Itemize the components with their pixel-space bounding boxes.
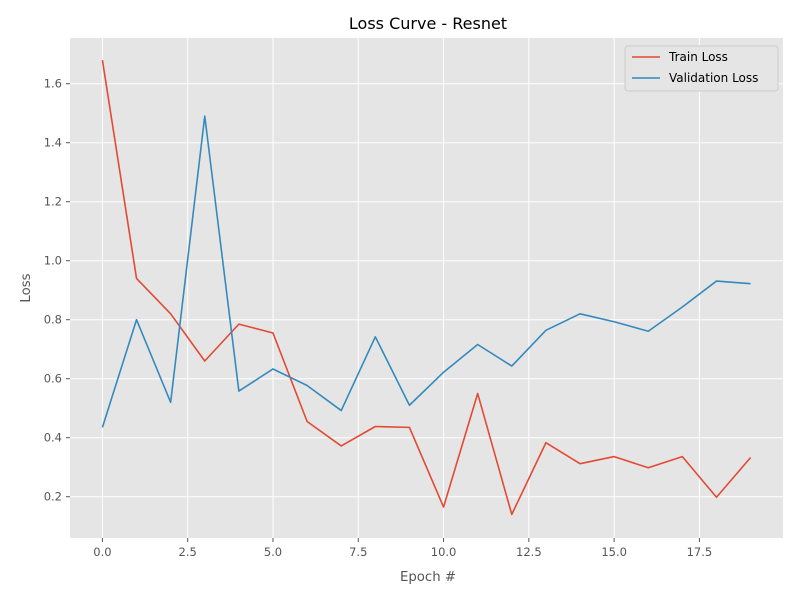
chart-title: Loss Curve - Resnet bbox=[349, 14, 507, 33]
y-axis-label: Loss bbox=[19, 273, 34, 302]
x-tick-label: 15.0 bbox=[601, 545, 627, 559]
series-lines bbox=[101, 59, 752, 516]
x-tick-label: 7.5 bbox=[349, 545, 367, 559]
y-tick-label: 1.4 bbox=[44, 136, 62, 150]
y-tick-label: 1.2 bbox=[44, 195, 62, 209]
legend: Train Loss Validation Loss bbox=[624, 45, 779, 92]
y-tick-label: 0.6 bbox=[44, 372, 62, 386]
series-line-validation-loss bbox=[101, 115, 751, 428]
y-tick-label: 0.4 bbox=[44, 431, 62, 445]
grid-lines bbox=[70, 38, 783, 538]
x-tick-label: 17.5 bbox=[687, 545, 713, 559]
y-tick-label: 1.0 bbox=[44, 254, 62, 268]
x-tick-label: 5.0 bbox=[264, 545, 282, 559]
y-tick-label: 0.8 bbox=[44, 313, 62, 327]
legend-label-train-loss: Train Loss bbox=[668, 50, 728, 64]
x-axis-label: Epoch # bbox=[400, 570, 456, 585]
plot-area bbox=[70, 38, 783, 538]
x-tick-label: 12.5 bbox=[516, 545, 542, 559]
x-tick-label: 0.0 bbox=[93, 545, 111, 559]
legend-box bbox=[624, 45, 779, 92]
axis-ticks: 0.0 2.5 5.0 7.5 10.0 12.5 15.0 17.5 0.2 0.4 0.6 0.8… bbox=[44, 77, 713, 559]
series-line-train-loss bbox=[101, 59, 752, 516]
x-tick-label: 2.5 bbox=[179, 545, 197, 559]
y-tick-label: 1.6 bbox=[44, 77, 62, 91]
y-tick-label: 0.2 bbox=[44, 490, 62, 504]
legend-label-validation-loss: Validation Loss bbox=[669, 71, 758, 85]
x-tick-label: 10.0 bbox=[431, 545, 457, 559]
